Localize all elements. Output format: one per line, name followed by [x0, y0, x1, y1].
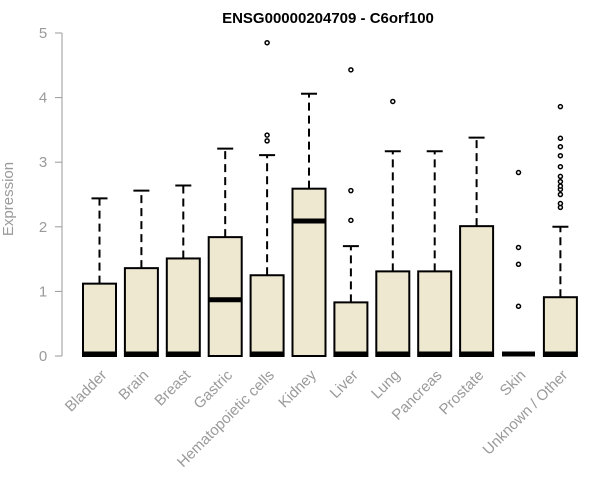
box-11: [542, 103, 578, 357]
box-body: [542, 296, 578, 357]
boxplot-series: [82, 39, 578, 358]
outlier-point: [515, 244, 522, 251]
x-tick-label: Liver: [327, 367, 362, 402]
outlier-point: [557, 163, 564, 170]
outlier-point: [515, 261, 522, 268]
box-9: [459, 136, 495, 357]
box-body: [207, 236, 243, 357]
box-body: [333, 301, 369, 357]
box-8: [417, 150, 453, 357]
x-tick-label: Skin: [497, 367, 530, 400]
outlier-point: [264, 132, 270, 138]
box-5: [291, 92, 327, 357]
outlier-point: [557, 135, 564, 142]
y-tick-label: 3: [39, 154, 47, 171]
box-body: [165, 257, 201, 358]
x-tick-label: Bladder: [62, 367, 111, 416]
x-tick-label: Prostate: [436, 367, 488, 419]
outlier-point: [557, 178, 564, 185]
outlier-point: [264, 138, 270, 144]
outlier-point: [390, 98, 396, 105]
y-tick-label: 4: [39, 90, 47, 107]
box-3: [207, 147, 243, 357]
outlier-point: [557, 152, 564, 159]
x-tick-label: Kidney: [275, 366, 320, 411]
outlier-point: [515, 169, 522, 176]
box-4: [249, 39, 285, 357]
x-tick-label: Lung: [368, 367, 404, 403]
x-tick-label: Breast: [151, 366, 194, 409]
outlier-point: [348, 187, 354, 194]
box-6: [333, 67, 369, 357]
outlier-point: [557, 103, 564, 110]
box-7: [375, 98, 411, 357]
y-tick-label: 1: [39, 283, 47, 300]
outlier-point: [557, 173, 564, 180]
y-tick-label: 0: [39, 348, 47, 365]
box-1: [123, 189, 159, 358]
box-body: [417, 270, 453, 357]
outlier-point: [264, 39, 270, 46]
box-0: [82, 197, 117, 358]
box-body: [375, 270, 411, 357]
outlier-point: [557, 143, 564, 150]
outlier-point: [348, 217, 354, 224]
box-body: [249, 274, 285, 357]
box-2: [165, 184, 201, 358]
box-body: [459, 225, 495, 357]
outlier-point: [515, 303, 522, 310]
box-body: [123, 267, 159, 358]
box-body: [291, 187, 327, 357]
y-ticks: 0 1 2 3 4 5: [39, 25, 62, 365]
y-tick-label: 2: [39, 219, 47, 236]
chart-title: ENSG00000204709 - C6orf100: [222, 10, 434, 27]
y-axis-label: Expression: [0, 162, 17, 236]
outlier-point: [348, 67, 354, 73]
box-body: [82, 282, 117, 358]
box-10: [502, 169, 535, 357]
outlier-point: [557, 200, 564, 207]
y-tick-label: 5: [39, 25, 47, 42]
outlier-point: [557, 191, 564, 198]
outlier-point: [557, 183, 564, 189]
x-tick-label: Brain: [115, 367, 152, 404]
